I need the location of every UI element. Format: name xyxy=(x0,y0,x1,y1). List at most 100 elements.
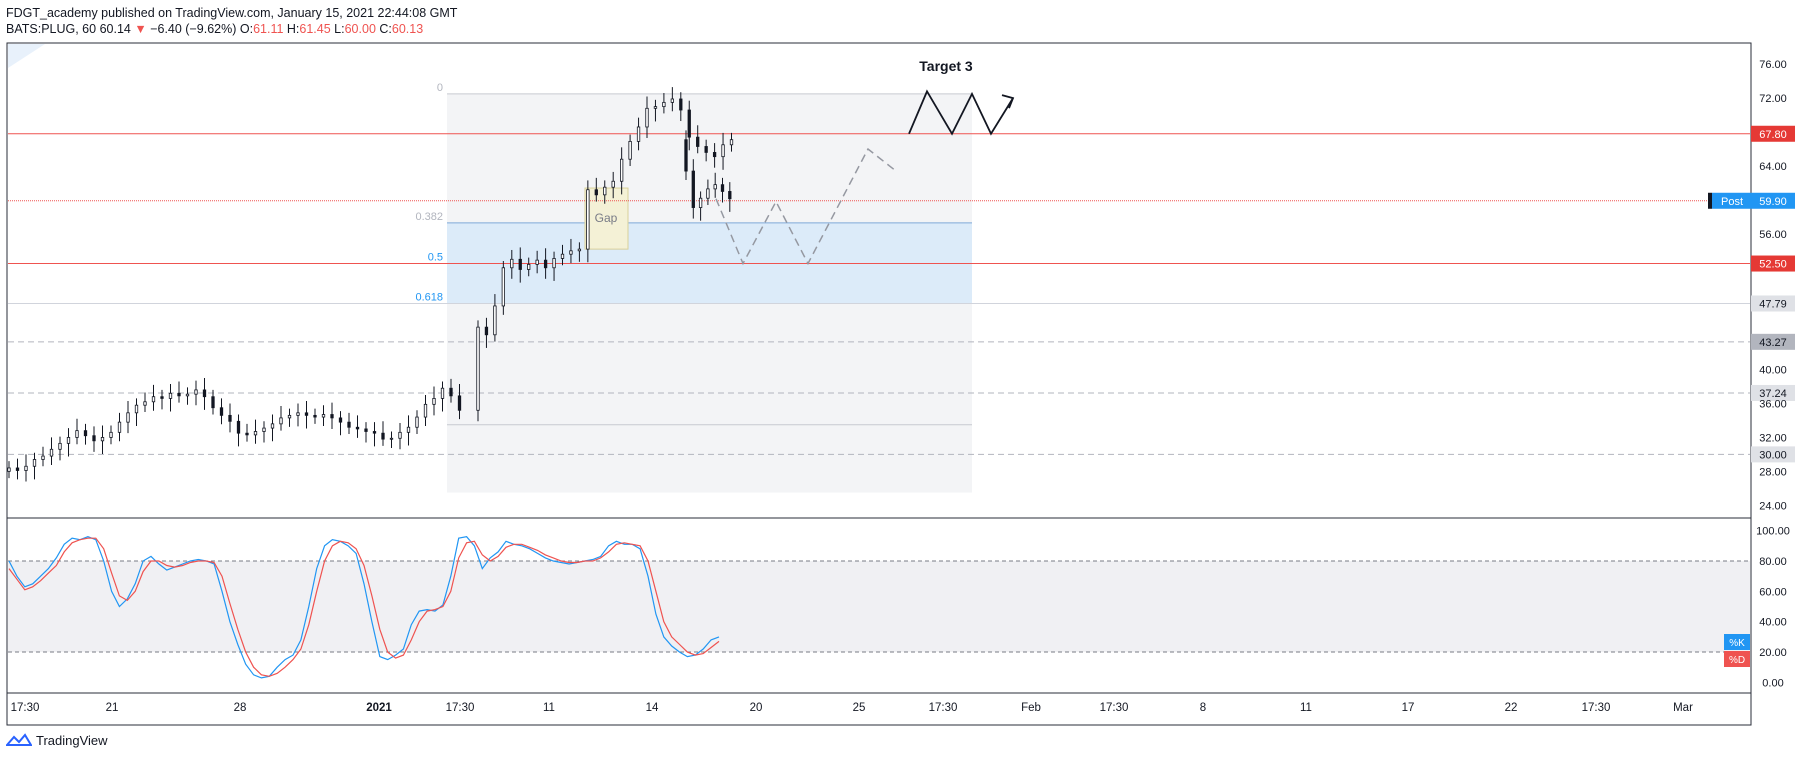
low-value: 60.00 xyxy=(344,22,376,36)
time-tick-label: 11 xyxy=(1300,702,1312,714)
candle-body xyxy=(476,326,480,411)
price-badge xyxy=(1751,125,1795,142)
time-tick-label: 17:30 xyxy=(1582,702,1611,714)
price-badge xyxy=(1751,255,1795,272)
price-badge-label: 30.00 xyxy=(1759,449,1787,461)
candle-body xyxy=(270,423,275,429)
price-tick-label: 64.00 xyxy=(1759,161,1787,173)
candle-body xyxy=(398,431,402,439)
stoch-tick-label: 80.00 xyxy=(1759,556,1787,568)
candle-body xyxy=(611,180,615,188)
time-axis[interactable]: 17:30 21 28 2021 17:30 11 14 20 25 17:30 Feb 17:30 8… xyxy=(11,702,1693,714)
candle-body xyxy=(236,420,241,434)
candle-body xyxy=(389,437,394,440)
chart-corner-accent xyxy=(8,44,45,68)
candle-body xyxy=(696,136,700,147)
candle-body xyxy=(679,98,683,111)
arrow-head-icon xyxy=(1001,94,1015,109)
symbol-label[interactable]: BATS:PLUG, 60 xyxy=(6,22,97,36)
open-label: O: xyxy=(239,22,254,36)
candle-body xyxy=(228,414,232,422)
time-tick-label: 11 xyxy=(543,702,555,714)
candle-body xyxy=(706,188,710,199)
candle-body xyxy=(518,258,522,270)
candle-body xyxy=(58,442,62,450)
chart-header: FDGT_academy published on TradingView.co… xyxy=(6,5,457,37)
candle-body xyxy=(527,263,531,270)
candle-body xyxy=(552,258,556,269)
candle-body xyxy=(704,146,708,153)
price-pane[interactable]: 0 0.382 0.5 0.618 Gap 67.80 Post 59.90 52.50 47.7… xyxy=(7,44,1795,512)
candle-body xyxy=(728,191,732,200)
price-tick-label: 72.00 xyxy=(1759,93,1787,105)
price-badge xyxy=(1751,333,1795,350)
time-tick-label: 17 xyxy=(1402,702,1415,714)
time-tick-label: 28 xyxy=(234,702,247,714)
candle-body xyxy=(177,392,181,397)
candle-body xyxy=(83,430,88,437)
time-tick-label: 8 xyxy=(1200,702,1206,714)
candle-body xyxy=(304,412,309,416)
candle-body xyxy=(569,250,573,255)
candle-body xyxy=(262,427,266,432)
candle-body xyxy=(194,389,198,395)
candle-body xyxy=(202,389,207,398)
candle-body xyxy=(330,414,334,419)
candle-body xyxy=(126,412,130,423)
tradingview-brand: TradingView xyxy=(36,732,108,748)
trading-chart[interactable]: 0 0.382 0.5 0.618 Gap 67.80 Post 59.90 52.50 47.7… xyxy=(0,0,1811,730)
candle-body xyxy=(415,416,419,428)
price-tick-label: 40.00 xyxy=(1759,365,1787,377)
candle-body xyxy=(484,326,489,336)
candle-body xyxy=(15,467,20,471)
open-value: 61.11 xyxy=(253,22,284,36)
candle-body xyxy=(279,417,283,425)
time-tick-label: 17:30 xyxy=(1100,702,1129,714)
candle-body xyxy=(721,144,725,158)
stochastic-pane[interactable]: 0.00 20.00 40.00 60.00 80.00 100.00 %K %D xyxy=(8,526,1790,690)
fib-level-label: 0.382 xyxy=(415,211,443,223)
stoch-legend-label: %K xyxy=(1729,638,1745,649)
stoch-legend-label: %D xyxy=(1729,655,1745,666)
candle-body xyxy=(712,152,717,158)
projection-path-dashed xyxy=(715,147,896,266)
candle-body xyxy=(355,426,360,430)
stoch-legend-badge xyxy=(1724,651,1750,667)
candle-body xyxy=(24,465,28,471)
low-label: L: xyxy=(334,22,345,36)
price-tick-label: 28.00 xyxy=(1759,466,1787,478)
candle-body xyxy=(670,98,674,103)
price-badge-label: 47.79 xyxy=(1759,298,1787,310)
price-tick-label: 36.00 xyxy=(1759,398,1787,410)
price-badge-label: 43.27 xyxy=(1759,337,1787,349)
candle-body xyxy=(100,437,105,442)
fib-level-label: 0.5 xyxy=(428,252,443,264)
candle-body xyxy=(636,126,641,142)
price-tick-label: 32.00 xyxy=(1759,432,1787,444)
candle-body xyxy=(684,139,688,172)
candle-body xyxy=(535,259,539,265)
time-tick-label: Mar xyxy=(1673,702,1693,714)
price-badge xyxy=(1751,446,1795,463)
candle-body xyxy=(92,435,96,442)
candle-body xyxy=(372,431,377,434)
high-label: H: xyxy=(286,22,300,36)
candle-body xyxy=(160,396,164,399)
stoch-line-d xyxy=(8,537,720,677)
post-tag: Post xyxy=(1721,196,1743,208)
price-badge-label: 59.90 xyxy=(1759,196,1787,208)
candle-body xyxy=(364,428,368,432)
candle-body xyxy=(49,448,54,457)
candle-body xyxy=(603,186,607,196)
candle-body xyxy=(713,184,717,190)
candle-body xyxy=(134,404,139,414)
candle-body xyxy=(7,467,11,472)
candle-body xyxy=(729,139,734,146)
candle-body xyxy=(185,393,190,397)
candle-body xyxy=(253,431,258,436)
post-badge xyxy=(1712,192,1751,209)
candle-body xyxy=(41,455,45,460)
tradingview-logo[interactable]: TradingView xyxy=(6,732,108,748)
fib-level-label: 0.618 xyxy=(415,291,443,303)
candle-body xyxy=(662,101,666,108)
